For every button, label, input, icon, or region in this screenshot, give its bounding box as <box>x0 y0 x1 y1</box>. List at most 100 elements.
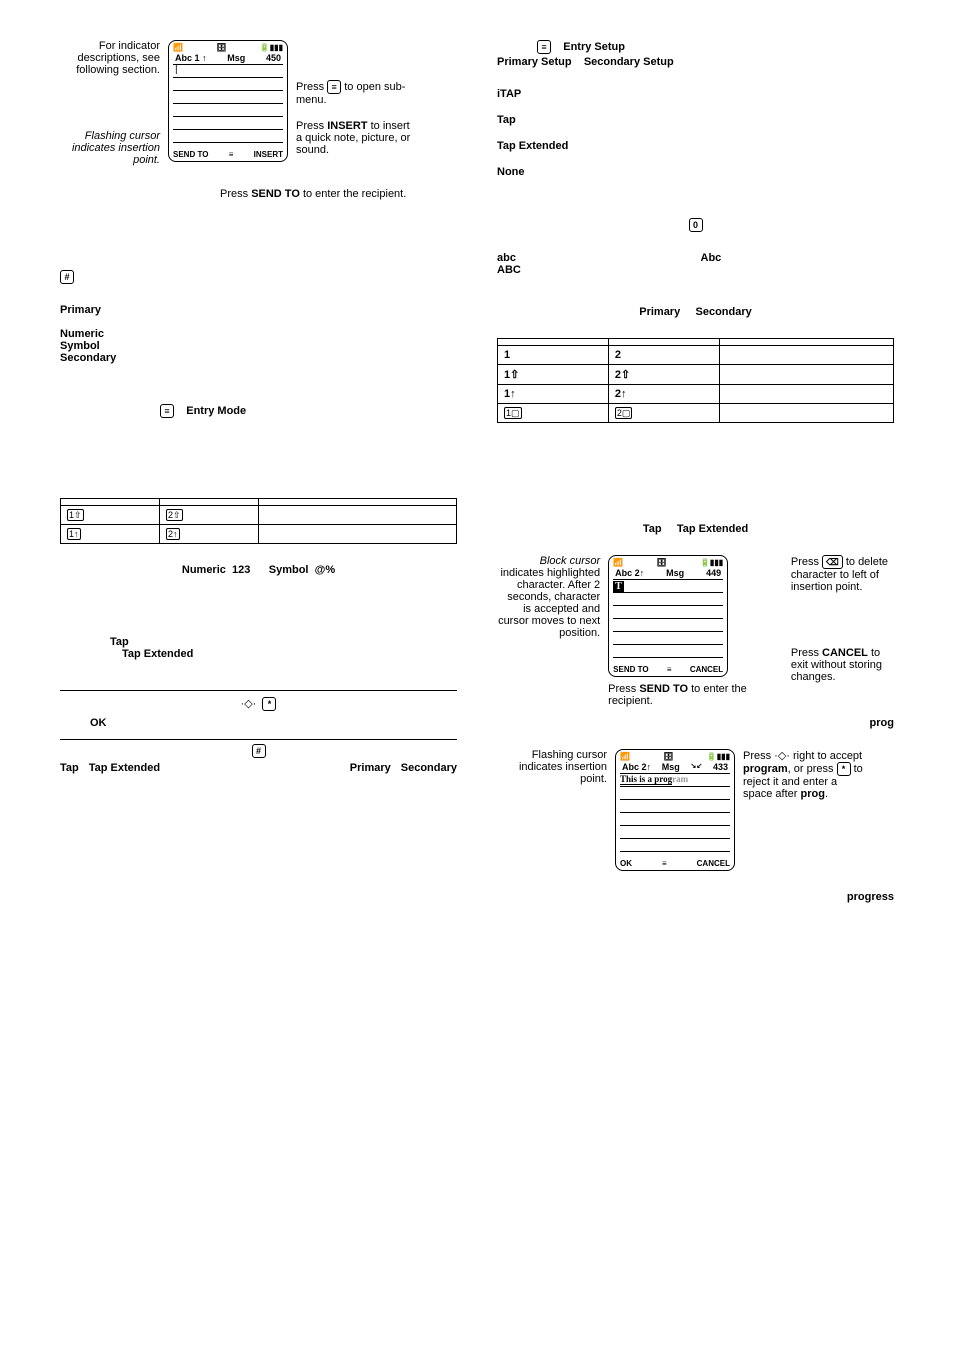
table-cell: 2⇧ <box>160 506 259 525</box>
symbol-label2: Symbol <box>269 564 309 576</box>
block-cursor-char: T <box>613 581 624 592</box>
table-cell: 1⇧ <box>61 506 160 525</box>
secondary-label: Secondary <box>60 352 457 364</box>
tap-extended-label3: Tap Extended <box>497 140 894 152</box>
softkey-right[interactable]: CANCEL <box>690 665 723 674</box>
softkey-menu[interactable]: ≡ <box>662 859 667 868</box>
prog-label: prog <box>870 717 894 729</box>
entered-text: This is a prog <box>620 774 672 785</box>
menu-key-icon: ≡ <box>327 80 341 94</box>
fig1-phone: 📶 🗄 🔋▮▮▮ Abc 1 ↑ Msg 450 | <box>168 40 288 162</box>
softkey-right[interactable]: CANCEL <box>697 859 730 868</box>
softkey-menu[interactable]: ≡ <box>229 150 234 159</box>
fig1-left-annot-2: Flashing cursor indicates insertion poin… <box>60 130 160 166</box>
table-cell: 2 <box>608 346 719 365</box>
nav-row: ·◇· * <box>60 697 457 711</box>
entry-mode-indicator: Abc 2↑ <box>622 762 651 772</box>
softkey-left[interactable]: SEND TO <box>173 150 208 159</box>
table-cell: 2▢ <box>608 404 719 423</box>
secondary-label2: Secondary <box>401 762 457 774</box>
primary-label: Primary <box>60 304 457 316</box>
battery-icon: 🔋▮▮▮ <box>700 558 723 567</box>
battery-icon: 🔋▮▮▮ <box>707 752 730 761</box>
fig3-phone: 📶 🗄 🔋▮▮▮ Abc 2↑ Msg ↘↙ 433 This is a pro… <box>615 749 735 871</box>
fig1-left-annot-1: For indicator descriptions, see followin… <box>60 40 160 76</box>
softkey-left[interactable]: OK <box>620 859 632 868</box>
entry-mode-indicator: Abc 1 ↑ <box>175 53 207 63</box>
fig2-left-annot: Block cursor indicates highlighted chara… <box>497 555 600 639</box>
fig1-below: Press SEND TO to enter the recipient. <box>220 188 457 200</box>
fig1-right-annotations: Press ≡ to open sub-menu. Press INSERT t… <box>296 40 416 170</box>
tap-label: Tap <box>110 636 457 648</box>
table-cell: 1↑ <box>61 525 160 544</box>
primary-label2: Primary <box>350 762 391 774</box>
signal-icon: 📶 <box>613 558 623 567</box>
table-cell <box>719 404 893 423</box>
fig1-left-annotations: For indicator descriptions, see followin… <box>60 40 160 180</box>
delete-key-icon: ⌫ <box>822 555 843 569</box>
entry-mode-label: Entry Mode <box>186 405 246 417</box>
divider <box>60 690 457 691</box>
table-cell: 1⇧ <box>498 365 609 385</box>
screen-title: Msg <box>666 568 684 578</box>
abc-title-label: Abc <box>701 252 895 264</box>
progress-label: progress <box>847 891 894 903</box>
numeric-label: Numeric <box>60 328 457 340</box>
mid-icon: 🗄 <box>663 752 673 761</box>
fig3-left-annot: Flashing cursor indicates insertion poin… <box>497 749 607 785</box>
table-cell <box>259 506 457 525</box>
softkey-right[interactable]: INSERT <box>254 150 283 159</box>
left-column: For indicator descriptions, see followin… <box>60 40 457 903</box>
battery-icon: 🔋▮▮▮ <box>260 43 283 52</box>
secondary-label3: Secondary <box>696 306 752 318</box>
mid-icon: 🗄 <box>216 43 226 52</box>
fig1-right-annot-2: Press INSERT to insert a quick note, pic… <box>296 120 416 156</box>
softkey-left[interactable]: SEND TO <box>613 665 648 674</box>
figure-3: Flashing cursor indicates insertion poin… <box>497 749 894 871</box>
signal-icon: 📶 <box>620 752 630 761</box>
tap-extended-label: Tap Extended <box>122 648 457 660</box>
mode-indicator-table: 1⇧ 2⇧ 1↑ 2↑ <box>60 498 457 544</box>
fig2-phone: 📶 🗄 🔋▮▮▮ Abc 2↑ Msg 449 T <box>608 555 783 707</box>
table-cell: 2↑ <box>608 385 719 404</box>
symbol-label: Symbol <box>60 340 457 352</box>
star-key-icon: * <box>262 697 276 711</box>
itap-label: iTAP <box>497 88 894 100</box>
numeric-label2: Numeric <box>182 564 226 576</box>
menu-key-icon2: ≡ <box>160 404 174 418</box>
fig2-right-annot: Press ⌫ to delete character to left of i… <box>791 555 894 697</box>
tap-extended-heading: Tap Extended <box>677 523 748 535</box>
screen-title: Msg <box>227 53 245 63</box>
entry-mode-indicator: Abc 2↑ <box>615 568 644 578</box>
hash-key-icon2: # <box>252 744 266 758</box>
figure-1: For indicator descriptions, see followin… <box>60 40 457 180</box>
ok-label: OK <box>90 717 107 729</box>
abc-upper-label: ABC <box>497 264 691 276</box>
table-cell: 1▢ <box>498 404 609 423</box>
figure-2: Block cursor indicates highlighted chara… <box>497 555 894 707</box>
fig1-right-annot-1: Press ≡ to open sub-menu. <box>296 80 416 106</box>
hash-key-icon: # <box>60 270 74 284</box>
table-cell: 1 <box>498 346 609 365</box>
table-cell: 2⇧ <box>608 365 719 385</box>
predicted-text: ram <box>672 774 688 784</box>
tap-heading: Tap <box>643 523 662 535</box>
nav-icon: ·◇· <box>241 698 257 710</box>
abc-lower-label: abc <box>497 252 691 264</box>
table-cell: 1↑ <box>498 385 609 404</box>
indicator-table-2: 1 2 1⇧ 2⇧ 1↑ 2↑ 1▢ 2▢ <box>497 338 894 423</box>
table-cell <box>719 365 893 385</box>
softkey-menu[interactable]: ≡ <box>667 665 672 674</box>
fig3-right-annot: Press ·◇· right to accept program, or pr… <box>743 749 863 800</box>
tap-label3: Tap <box>497 114 894 126</box>
divider2 <box>60 739 457 740</box>
fig2-below: Press SEND TO to enter the recipient. <box>608 683 783 707</box>
tap-label2: Tap <box>60 762 79 774</box>
char-count: 449 <box>706 568 721 578</box>
primary-setup-label: Primary Setup <box>497 56 572 68</box>
zero-key-icon: 0 <box>689 218 703 232</box>
table-cell <box>719 385 893 404</box>
nav-arrows: ↘↙ <box>690 762 702 772</box>
entry-setup-header: ≡ Entry Setup <box>497 40 894 54</box>
menu-key-icon3: ≡ <box>537 40 551 54</box>
